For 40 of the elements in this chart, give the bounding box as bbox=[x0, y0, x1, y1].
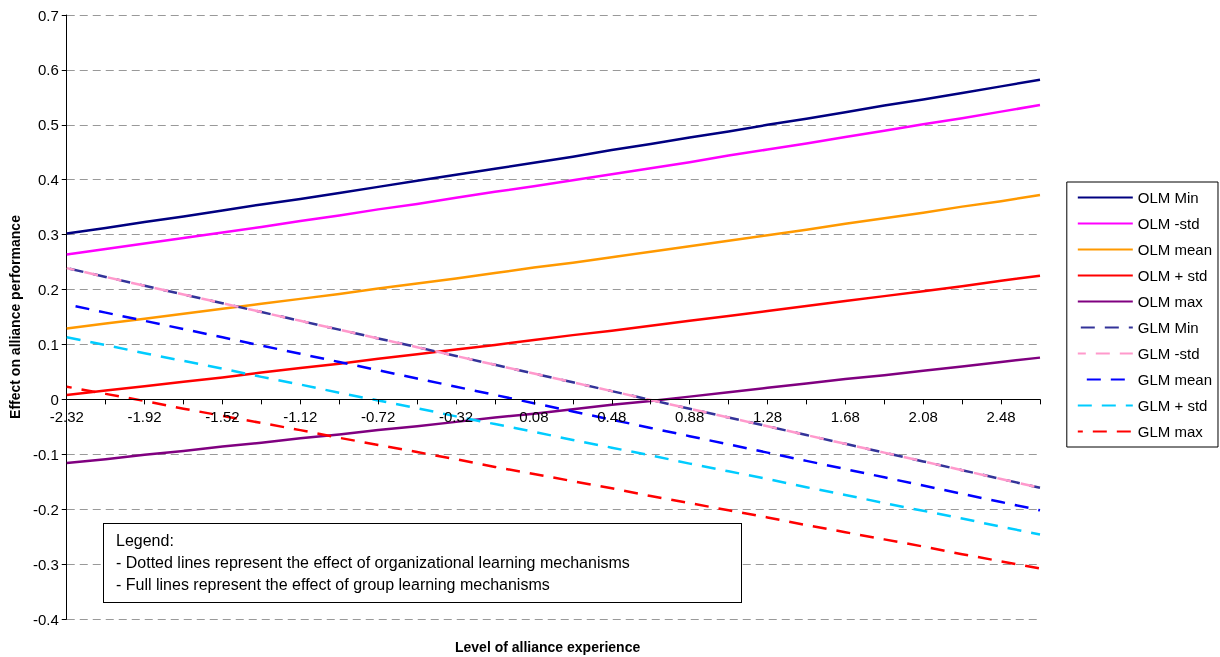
x-tick-label: 0.48 bbox=[597, 408, 627, 426]
x-tick-label: 1.68 bbox=[830, 408, 860, 426]
y-tick-label: 0.3 bbox=[37, 226, 59, 244]
y-tick-label: 0.7 bbox=[37, 6, 59, 24]
legend-label: OLM + std bbox=[1137, 267, 1208, 284]
y-tick-label: 0.5 bbox=[37, 116, 59, 134]
annotation: Legend: bbox=[116, 531, 175, 551]
legend-label: OLM -std bbox=[1137, 215, 1200, 232]
legend-label: GLM + std bbox=[1137, 397, 1208, 414]
legend-label: OLM max bbox=[1137, 293, 1204, 310]
note-box: Legend: - Dotted lines represent the effect of organizational learning mechanisms - Full lines represent the effect of group learning mechanisms bbox=[103, 523, 742, 603]
line-series bbox=[65, 78, 1042, 235]
x-tick-label: 2.48 bbox=[986, 408, 1016, 426]
y-tick-label: 0.1 bbox=[37, 335, 59, 353]
y-tick-label: 0.2 bbox=[37, 281, 59, 299]
x-tick-label: -0.72 bbox=[361, 408, 396, 426]
x-tick-label: 1.28 bbox=[752, 408, 783, 426]
y-tick-label: -0.3 bbox=[32, 555, 59, 573]
x-tick-label: -1.12 bbox=[283, 408, 318, 426]
legend-label: GLM Min bbox=[1137, 319, 1199, 336]
x-tick-label: -1.92 bbox=[127, 408, 162, 426]
y-tick-label: -0.1 bbox=[32, 445, 59, 463]
y-tick-label: 0 bbox=[50, 390, 59, 408]
legend-label: GLM max bbox=[1137, 423, 1204, 440]
legend-label: GLM -std bbox=[1137, 345, 1200, 362]
annotation: - Dotted lines represent the effect of organizational learning mechanisms bbox=[116, 553, 631, 573]
legend-label: GLM mean bbox=[1137, 371, 1213, 388]
y-tick-label: 0.6 bbox=[37, 61, 59, 79]
y-tick-label: -0.2 bbox=[32, 500, 59, 518]
y-tick-label: 0.4 bbox=[37, 171, 59, 189]
line-series bbox=[65, 193, 1042, 330]
y-tick-label: -0.4 bbox=[32, 610, 59, 628]
line-series bbox=[65, 103, 1042, 256]
legend-label: OLM Min bbox=[1137, 189, 1199, 206]
x-tick-label: 2.08 bbox=[908, 408, 938, 426]
legend-label: OLM mean bbox=[1137, 241, 1213, 258]
annotation: - Full lines represent the effect of group learning mechanisms bbox=[116, 575, 551, 595]
y-axis-title: Effect on alliance performance bbox=[7, 214, 23, 419]
x-axis-title: Level of alliance experience bbox=[455, 639, 641, 655]
x-tick-label: 0.88 bbox=[675, 408, 705, 426]
